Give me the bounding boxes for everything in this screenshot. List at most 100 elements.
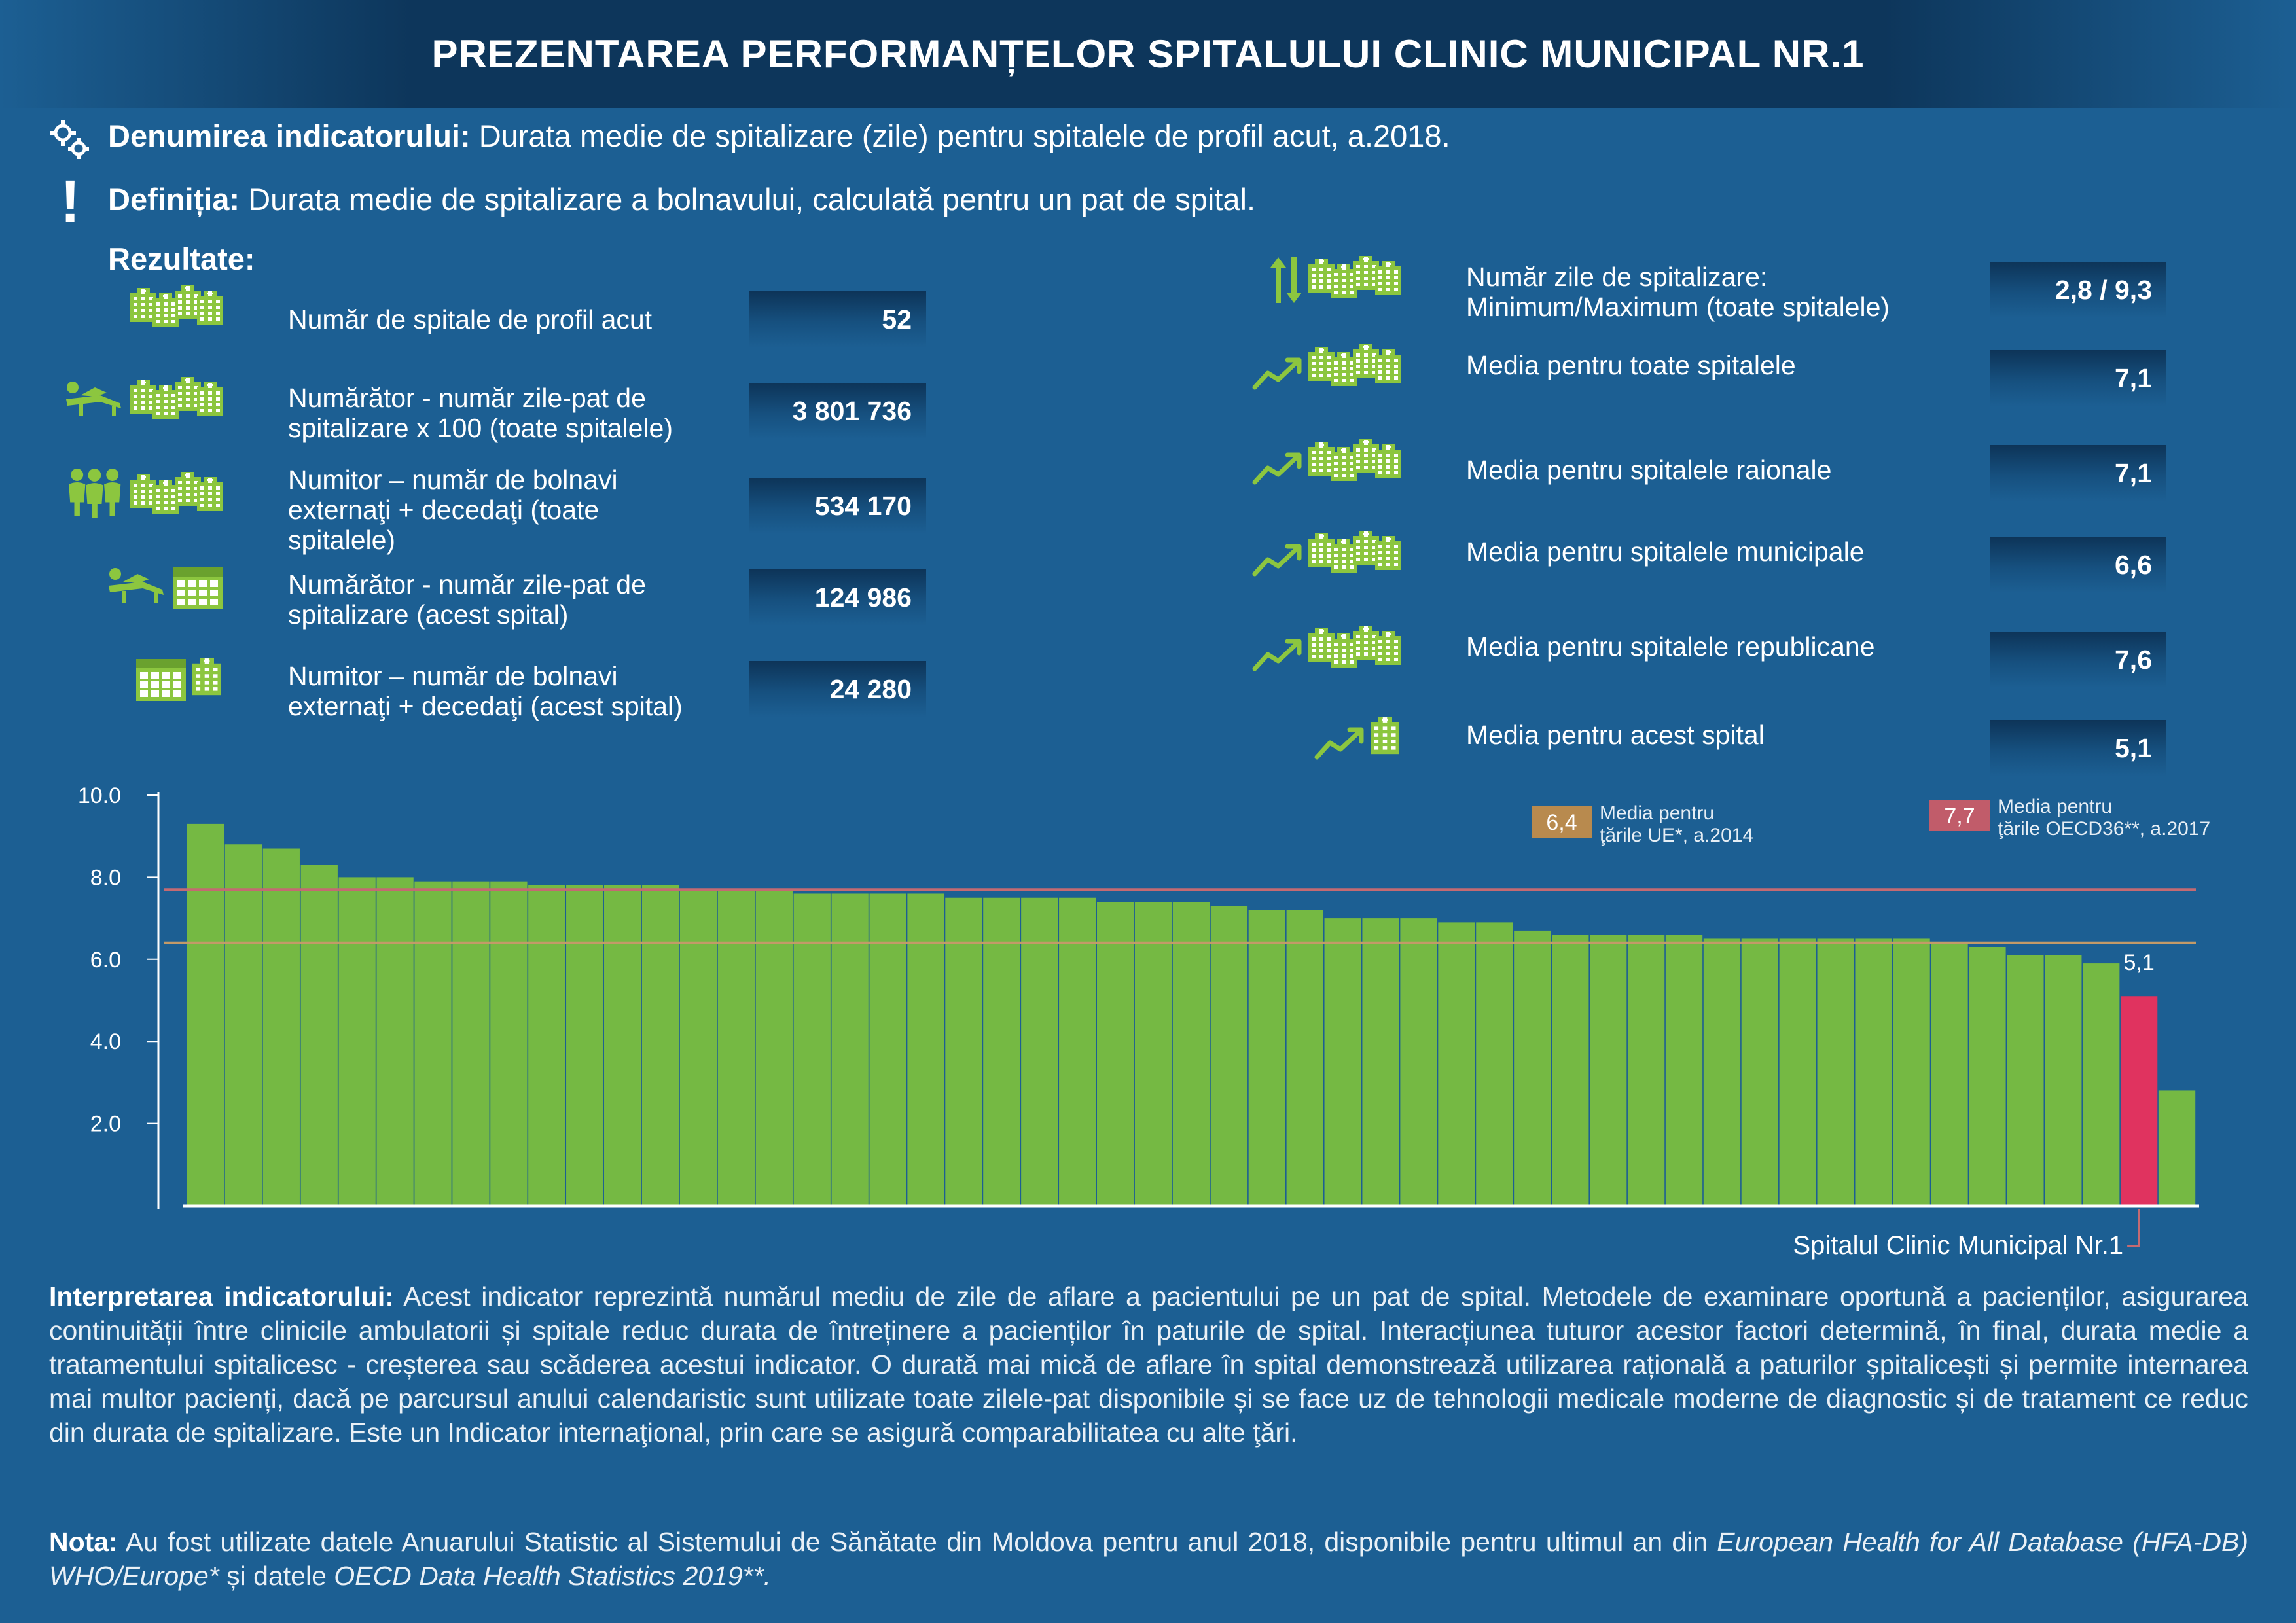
hospitals-icon [1308, 256, 1401, 298]
result-icon-group [1252, 626, 1401, 671]
bar [1627, 935, 1665, 1205]
trend-up-icon [1252, 452, 1302, 485]
patient-bed-icon [66, 382, 121, 416]
indicator-name-value: Durata medie de spitalizare (zile) pentr… [478, 118, 1450, 153]
patient-bed-icon [109, 568, 164, 603]
result-icon-group [1252, 531, 1401, 577]
note-source-2: OECD Data Health Statistics 2019**. [334, 1561, 771, 1591]
result-label: Media pentru acest spital [1466, 720, 1765, 750]
result-icon-group [1270, 256, 1401, 303]
hospitals-icon [130, 472, 223, 514]
bar [1741, 938, 1779, 1205]
result-icon-group [1314, 717, 1399, 760]
bar [945, 897, 982, 1205]
result-icon-group [1252, 344, 1401, 390]
results-heading: Rezultate: [108, 241, 255, 276]
reference-value-label: 7,7 [1944, 804, 1975, 829]
hospitals-icon [130, 377, 223, 419]
bar [1096, 902, 1134, 1205]
exclamation-icon: ! [60, 168, 81, 235]
bar [1779, 938, 1816, 1205]
result-value: 6,6 [1990, 537, 2166, 593]
bar [1855, 938, 1892, 1205]
result-label: Numărător - număr zile-pat de spitalizar… [288, 569, 646, 630]
reference-label-line1: Media pentru [1600, 802, 1714, 824]
bar [2158, 1090, 2196, 1205]
bar [1514, 930, 1551, 1205]
bar [1552, 935, 1589, 1205]
bar [1134, 902, 1172, 1205]
result-label: Număr zile de spitalizare: Minimum/Maxim… [1466, 262, 1890, 322]
reference-label-line2: ţările OECD36**, a.2017 [1998, 818, 2210, 840]
hospital-icon [1371, 717, 1399, 755]
note-text-1: Au fost utilizate datele Anuarului Stati… [117, 1527, 1717, 1557]
reference-value-badge [1532, 806, 1592, 838]
result-value: 7,6 [1990, 632, 2166, 688]
trend-up-icon [1252, 639, 1302, 671]
result-icon-group [66, 377, 223, 419]
bar [1893, 938, 1930, 1205]
bar [1817, 938, 1854, 1205]
reference-value-label: 6,4 [1546, 810, 1577, 835]
bar [603, 885, 641, 1205]
result-value: 5,1 [1990, 720, 2166, 776]
note: Nota: Au fost utilizate datele Anuarului… [49, 1525, 2248, 1593]
indicator-name-label: Denumirea indicatorului: [108, 118, 471, 153]
highlight-leader-line [2127, 1209, 2140, 1247]
reference-value-badge [1929, 800, 1990, 831]
trend-up-icon [1314, 727, 1364, 760]
result-icon-group [69, 469, 223, 518]
bar [1248, 910, 1286, 1205]
result-label: Numitor – număr de bolnavi externaţi + d… [288, 465, 618, 555]
interpretation: Interpretarea indicatorului: Acest indic… [49, 1279, 2248, 1450]
bar [1931, 942, 1968, 1205]
bar [1476, 922, 1513, 1205]
result-icon-group [130, 285, 223, 327]
y-tick-label: 10.0 [78, 783, 121, 808]
bar [528, 885, 565, 1205]
bar [490, 881, 528, 1205]
bar [1362, 918, 1399, 1205]
bar [1590, 935, 1627, 1205]
result-label: Media pentru toate spitalele [1466, 350, 1796, 380]
result-icon-group [1252, 439, 1401, 485]
hospitals-icon [1308, 626, 1401, 668]
result-value: 534 170 [749, 478, 926, 534]
bar [566, 885, 603, 1205]
trend-up-icon [1252, 544, 1302, 577]
interpretation-label: Interpretarea indicatorului: [49, 1281, 394, 1311]
result-label: Numărător - număr zile-pat de spitalizar… [288, 383, 673, 443]
result-value: 3 801 736 [749, 383, 926, 439]
bar [224, 844, 262, 1205]
bar [1665, 935, 1703, 1205]
hospitals-icon [1308, 531, 1401, 573]
bar [1969, 946, 2006, 1205]
definition-row: Definiția: Durata medie de spitalizare a… [108, 181, 1255, 217]
reference-label-line1: Media pentru [1998, 796, 2112, 817]
bar [755, 889, 793, 1205]
indicator-name-row: Denumirea indicatorului: Durata medie de… [108, 118, 1450, 154]
gears-icon [50, 120, 89, 159]
bar [831, 893, 869, 1205]
definition-value: Durata medie de spitalizare a bolnavului… [248, 182, 1256, 217]
note-source-1: European Health for All Database (HFA-DB… [49, 1527, 2248, 1591]
calendar-icon [136, 659, 186, 701]
bar [679, 889, 717, 1205]
interpretation-text: Acest indicator reprezintă numărul mediu… [49, 1281, 2248, 1448]
result-label: Număr de spitale de profil acut [288, 304, 653, 334]
up-down-arrows-icon [1270, 257, 1302, 303]
bar [414, 881, 452, 1205]
y-tick-label: 8.0 [90, 865, 121, 890]
highlight-value-label: 5,1 [2123, 950, 2154, 975]
highlight-bar [2120, 996, 2158, 1205]
hospitals-icon [130, 285, 223, 327]
bar [300, 865, 338, 1205]
result-value: 52 [749, 291, 926, 348]
calendar-icon [173, 567, 223, 609]
note-text-2: și datele [219, 1561, 334, 1591]
bar [907, 893, 944, 1205]
result-label: Media pentru spitalele republicane [1466, 632, 1875, 662]
bar [641, 885, 679, 1205]
bar [869, 893, 906, 1205]
